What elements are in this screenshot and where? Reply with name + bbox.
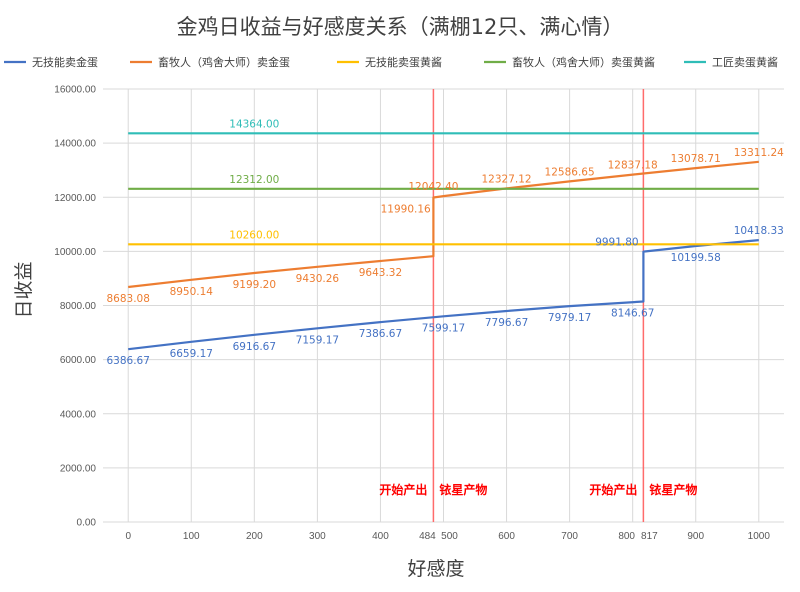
data-label: 7159.17 <box>296 334 339 346</box>
data-label: 10260.00 <box>229 229 279 241</box>
x-tick-label: 200 <box>246 531 263 542</box>
x-tick-label: 0 <box>125 531 131 542</box>
series-group <box>128 132 759 351</box>
data-label: 7386.67 <box>359 328 402 340</box>
reference-label-left: 开始产出 <box>379 482 427 497</box>
data-label: 12312.00 <box>229 174 279 186</box>
data-label: 12327.12 <box>482 173 532 185</box>
reference-lines: 开始产出 铱星产物 开始产出 铱星产物 <box>379 89 697 522</box>
data-label: 8950.14 <box>170 286 214 298</box>
x-tick-label: 300 <box>309 531 326 542</box>
legend: 无技能卖金蛋 畜牧人（鸡舍大师）卖金蛋 无技能卖蛋黄酱 畜牧人（鸡舍大师）卖蛋黄酱 工匠… <box>4 55 778 69</box>
y-axis-ticks: 0.00 2000.00 4000.00 6000.00 8000.00 10000.00… <box>54 85 96 529</box>
x-tick-label: 400 <box>372 531 389 542</box>
x-tick-label: 100 <box>183 531 200 542</box>
y-tick-label: 16000.00 <box>54 85 96 96</box>
x-tick-label: 484 <box>419 531 436 542</box>
series-line-2 <box>128 160 759 289</box>
data-labels: 6386.67 6659.17 6916.67 7159.17 7386.67 7599.… <box>107 118 785 367</box>
data-label: 7979.17 <box>548 312 591 324</box>
data-label: 8683.08 <box>107 293 150 305</box>
data-label: 7796.67 <box>485 317 528 329</box>
legend-label: 工匠卖蛋黄酱 <box>712 55 778 69</box>
x-tick-label: 817 <box>641 531 658 542</box>
data-label: 9199.20 <box>233 279 276 291</box>
reference-label-right: 铱星产物 <box>439 482 487 497</box>
data-label: 11990.16 <box>381 204 431 216</box>
legend-label: 无技能卖金蛋 <box>32 55 98 69</box>
y-tick-label: 14000.00 <box>54 139 96 150</box>
reference-label-right: 铱星产物 <box>649 482 697 497</box>
data-label: 9430.26 <box>296 273 340 285</box>
data-label: 10199.58 <box>671 252 721 264</box>
data-label: 12586.65 <box>545 166 595 178</box>
data-label: 9643.32 <box>359 267 402 279</box>
data-label: 13078.71 <box>671 153 721 165</box>
x-axis-ticks: 0 100 200 300 400 484 500 600 700 800 817 900 1000 <box>125 531 770 542</box>
y-tick-label: 6000.00 <box>60 355 97 366</box>
chart-title: 金鸡日收益与好感度关系（满棚12只、满心情） <box>177 15 624 39</box>
x-tick-label: 500 <box>441 531 458 542</box>
data-label: 12042.40 <box>408 181 458 193</box>
x-tick-label: 600 <box>498 531 515 542</box>
data-label: 10418.33 <box>734 225 784 237</box>
data-label: 7599.17 <box>422 322 465 334</box>
y-tick-label: 10000.00 <box>54 247 96 258</box>
reference-label-left: 开始产出 <box>589 482 637 497</box>
x-tick-label: 1000 <box>748 531 771 542</box>
series-line-1 <box>128 239 759 351</box>
y-axis-title: 日收益 <box>13 261 35 318</box>
x-tick-label: 700 <box>561 531 578 542</box>
legend-label: 畜牧人（鸡舍大师）卖金蛋 <box>158 55 290 69</box>
data-label: 14364.00 <box>229 118 279 130</box>
legend-label: 畜牧人（鸡舍大师）卖蛋黄酱 <box>512 55 655 69</box>
x-axis-title: 好感度 <box>407 558 464 580</box>
y-tick-label: 4000.00 <box>60 409 97 420</box>
y-tick-label: 12000.00 <box>54 193 96 204</box>
y-tick-label: 8000.00 <box>60 301 97 312</box>
data-label: 6659.17 <box>170 348 213 360</box>
data-label: 13311.24 <box>734 147 784 159</box>
data-label: 8146.67 <box>611 308 654 320</box>
x-tick-label: 900 <box>687 531 704 542</box>
data-label: 9991.80 <box>595 237 638 249</box>
y-tick-label: 0.00 <box>77 518 97 529</box>
x-tick-label: 800 <box>618 531 635 542</box>
data-label: 12837.18 <box>608 160 658 172</box>
data-label: 6916.67 <box>233 341 276 353</box>
y-tick-label: 2000.00 <box>60 463 97 474</box>
legend-label: 无技能卖蛋黄酱 <box>365 55 442 69</box>
data-label: 6386.67 <box>107 355 150 367</box>
